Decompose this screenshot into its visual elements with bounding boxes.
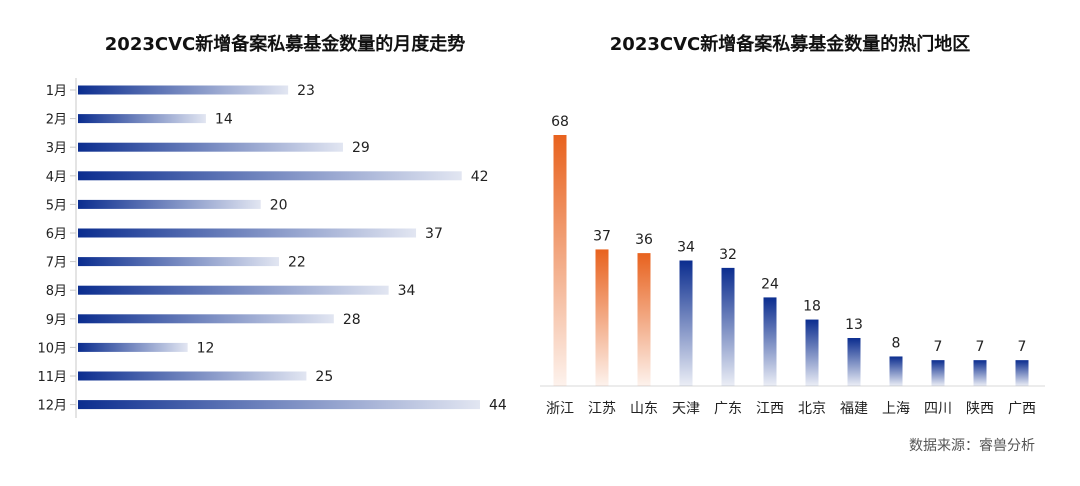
right-data-label: 37 <box>593 228 611 244</box>
left-data-label: 20 <box>270 197 288 213</box>
right-category-label: 山东 <box>630 401 658 417</box>
right-chart-title: 2023CVC新增备案私募基金数量的热门地区 <box>610 33 970 55</box>
left-bar <box>78 257 279 267</box>
right-bar <box>763 297 777 386</box>
left-data-label: 29 <box>352 140 370 156</box>
left-data-label: 34 <box>398 283 416 299</box>
right-bar <box>805 319 819 386</box>
left-data-label: 22 <box>288 255 306 271</box>
right-category-label: 陕西 <box>966 401 994 417</box>
right-data-label: 13 <box>845 317 863 333</box>
left-tick-label: 5月 <box>46 198 67 213</box>
left-bar <box>78 285 389 295</box>
right-bar <box>973 360 987 386</box>
right-bar <box>1015 360 1029 386</box>
right-data-label: 7 <box>976 339 985 355</box>
right-data-label: 32 <box>719 247 737 263</box>
right-bar <box>595 249 609 386</box>
left-bar <box>78 228 417 238</box>
right-bar <box>679 260 693 386</box>
left-data-label: 44 <box>489 398 507 414</box>
left-data-label: 25 <box>315 369 333 385</box>
source-note: 数据来源：睿兽分析 <box>909 438 1035 454</box>
right-bar <box>637 253 651 386</box>
right-category-label: 广西 <box>1008 401 1036 417</box>
right-category-label: 浙江 <box>546 401 574 417</box>
left-data-label: 23 <box>297 83 315 99</box>
left-data-label: 42 <box>471 169 489 185</box>
right-chart-marks: 68 浙江 37 江苏 36 山东 34 天津 32 广东 24 江西 18 北京 13 福建 8 上海 7 四川 7 陕… <box>546 114 1036 417</box>
right-bar <box>931 360 945 386</box>
right-category-label: 江西 <box>756 401 784 417</box>
left-tick-label: 6月 <box>46 227 67 242</box>
left-bar <box>78 114 206 124</box>
left-chart-title: 2023CVC新增备案私募基金数量的月度走势 <box>105 33 465 55</box>
right-category-label: 北京 <box>798 401 826 417</box>
left-tick-label: 7月 <box>46 256 67 271</box>
left-data-label: 14 <box>215 112 233 128</box>
left-tick-label: 1月 <box>46 84 67 99</box>
right-data-label: 8 <box>892 335 901 351</box>
left-tick-label: 12月 <box>37 399 67 414</box>
left-bar <box>78 199 261 209</box>
right-data-label: 18 <box>803 299 821 315</box>
right-data-label: 7 <box>1018 339 1027 355</box>
right-data-label: 34 <box>677 240 695 256</box>
right-category-label: 福建 <box>840 401 868 417</box>
right-data-label: 36 <box>635 232 653 248</box>
right-data-label: 7 <box>934 339 943 355</box>
right-category-label: 四川 <box>924 401 952 417</box>
left-data-label: 37 <box>425 226 443 242</box>
left-tick-label: 2月 <box>46 113 67 128</box>
left-bar <box>78 171 462 181</box>
left-bar <box>78 400 480 410</box>
left-bar <box>78 142 343 152</box>
left-data-label: 28 <box>343 312 361 328</box>
right-bar <box>847 338 861 386</box>
left-tick-label: 8月 <box>46 284 67 299</box>
right-category-label: 天津 <box>672 401 700 417</box>
left-tick-label: 3月 <box>46 141 67 156</box>
left-bar <box>78 85 289 95</box>
left-bar <box>78 314 334 324</box>
left-tick-label: 11月 <box>37 370 67 385</box>
right-category-label: 上海 <box>882 401 910 417</box>
left-tick-label: 4月 <box>46 170 67 185</box>
right-category-label: 广东 <box>714 401 742 417</box>
left-bar <box>78 342 188 352</box>
right-bar <box>553 135 567 386</box>
right-data-label: 68 <box>551 114 569 130</box>
left-chart-marks: 1月 23 2月 14 3月 29 4月 42 5月 20 6月 37 7月 22 8月 34 9月 28 10月 1… <box>37 83 506 414</box>
left-data-label: 12 <box>197 340 215 356</box>
right-bar <box>721 267 735 386</box>
right-data-label: 24 <box>761 276 779 292</box>
right-bar <box>889 356 903 386</box>
left-tick-label: 9月 <box>46 313 67 328</box>
left-tick-label: 10月 <box>37 341 67 356</box>
right-category-label: 江苏 <box>588 401 616 417</box>
left-bar <box>78 371 307 381</box>
